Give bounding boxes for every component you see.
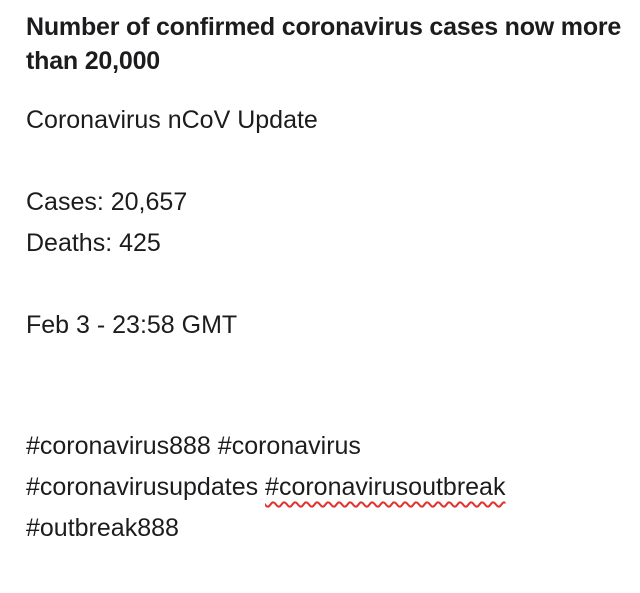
- hashtag-misspelled[interactable]: #coronavirusoutbreak: [265, 473, 506, 501]
- timestamp-line: Feb 3 - 23:58 GMT: [26, 311, 238, 339]
- note-headline: Number of confirmed coronavirus cases no…: [26, 13, 622, 75]
- hashtag[interactable]: #coronavirusupdates: [26, 473, 259, 501]
- hashtag[interactable]: #coronavirus888: [26, 432, 211, 460]
- update-title: Coronavirus nCoV Update: [26, 106, 318, 134]
- blank-line: [26, 78, 626, 100]
- blank-lines: [26, 346, 626, 426]
- note-body[interactable]: Number of confirmed coronavirus cases no…: [26, 10, 626, 549]
- deaths-line: Deaths: 425: [26, 229, 161, 257]
- blank-line: [26, 141, 626, 182]
- cases-line: Cases: 20,657: [26, 188, 188, 216]
- hashtag-list: #coronavirus888 #coronavirus #coronaviru…: [26, 426, 626, 549]
- hashtag[interactable]: #coronavirus: [217, 432, 361, 460]
- hashtag[interactable]: #outbreak888: [26, 514, 179, 542]
- blank-line: [26, 264, 626, 305]
